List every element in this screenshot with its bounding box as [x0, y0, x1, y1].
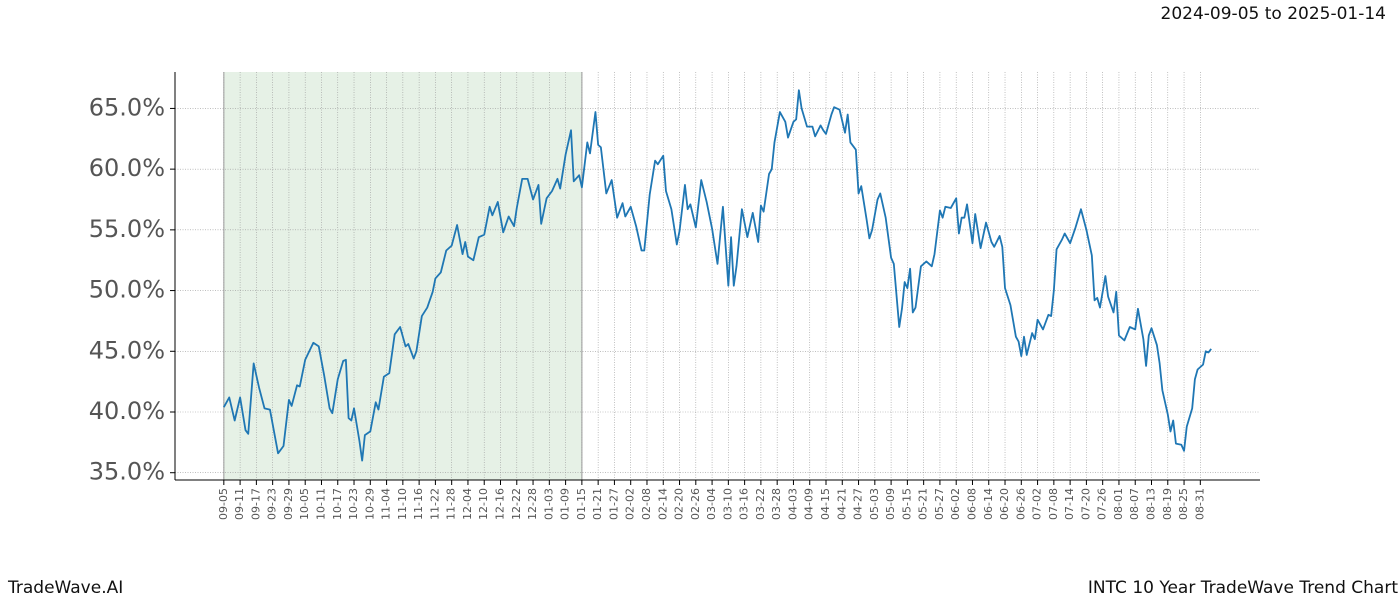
x-tick-label: 03-22 — [754, 488, 767, 520]
x-tick-label: 07-26 — [1096, 488, 1109, 520]
x-tick-label: 03-10 — [721, 488, 734, 520]
x-tick-label: 05-27 — [933, 488, 946, 520]
footer-right: INTC 10 Year TradeWave Trend Chart — [1088, 578, 1398, 598]
x-tick-label: 11-28 — [445, 488, 458, 520]
x-tick-label: 06-02 — [949, 488, 962, 520]
y-tick-label: 50.0% — [89, 276, 165, 304]
x-tick-label: 04-27 — [852, 488, 865, 520]
x-tick-label: 04-15 — [819, 488, 832, 520]
trend-line — [223, 89, 1212, 462]
x-tick-label: 06-26 — [1014, 488, 1027, 520]
x-tick-label: 09-11 — [233, 488, 246, 520]
x-tick-label: 03-28 — [770, 488, 783, 520]
x-tick-label: 09-17 — [249, 488, 262, 520]
x-tick-label: 02-14 — [656, 488, 669, 520]
x-tick-label: 12-22 — [510, 488, 523, 520]
x-tick-label: 01-09 — [559, 488, 572, 520]
y-tick-label: 60.0% — [89, 154, 165, 182]
x-tick-label: 08-25 — [1177, 488, 1190, 520]
y-tick-label: 55.0% — [89, 215, 165, 243]
y-tick-label: 35.0% — [89, 458, 165, 486]
x-tick-label: 01-03 — [542, 488, 555, 520]
x-tick-label: 08-01 — [1112, 488, 1125, 520]
x-tick-label: 04-21 — [835, 488, 848, 520]
x-tick-label: 07-02 — [1031, 488, 1044, 520]
x-tick-label: 09-29 — [282, 488, 295, 520]
x-tick-label: 10-11 — [314, 488, 327, 520]
x-tick-label: 04-03 — [786, 488, 799, 520]
x-tick-label: 12-16 — [494, 488, 507, 520]
x-tick-label: 07-14 — [1063, 488, 1076, 520]
x-tick-label: 06-14 — [982, 488, 995, 520]
x-tick-label: 06-20 — [998, 488, 1011, 520]
x-tick-label: 07-20 — [1079, 488, 1092, 520]
x-tick-label: 08-07 — [1128, 488, 1141, 520]
x-tick-label: 09-23 — [266, 488, 279, 520]
x-tick-label: 12-10 — [477, 488, 490, 520]
x-tick-label: 04-09 — [803, 488, 816, 520]
x-tick-label: 12-04 — [461, 488, 474, 520]
x-tick-label: 12-28 — [526, 488, 539, 520]
x-tick-label: 11-22 — [428, 488, 441, 520]
x-tick-label: 03-16 — [738, 488, 751, 520]
x-tick-label: 03-04 — [705, 488, 718, 520]
x-tick-label: 05-15 — [900, 488, 913, 520]
x-tick-label: 01-15 — [575, 488, 588, 520]
x-tick-label: 11-10 — [396, 488, 409, 520]
x-tick-label: 02-26 — [689, 488, 702, 520]
y-tick-label: 40.0% — [89, 397, 165, 425]
x-tick-label: 02-08 — [640, 488, 653, 520]
x-tick-label: 05-09 — [884, 488, 897, 520]
y-tick-label: 65.0% — [89, 93, 165, 121]
x-tick-label: 05-03 — [868, 488, 881, 520]
footer-left: TradeWave.AI — [7, 578, 123, 598]
x-tick-label: 11-16 — [412, 488, 425, 520]
y-tick-label: 45.0% — [89, 336, 165, 364]
x-tick-label: 02-02 — [624, 488, 637, 520]
x-tick-label: 08-31 — [1193, 488, 1206, 520]
chart-title: 2024-09-05 to 2025-01-14 — [1161, 4, 1386, 24]
x-tick-label: 10-29 — [363, 488, 376, 520]
x-tick-label: 09-05 — [217, 488, 230, 520]
x-tick-label: 01-27 — [607, 488, 620, 520]
x-tick-label: 08-13 — [1145, 488, 1158, 520]
x-tick-label: 01-21 — [591, 488, 604, 520]
x-tick-label: 10-23 — [347, 488, 360, 520]
x-tick-label: 05-21 — [917, 488, 930, 520]
shaded-region — [223, 72, 582, 480]
x-tick-label: 08-19 — [1161, 488, 1174, 520]
x-tick-label: 06-08 — [965, 488, 978, 520]
x-tick-label: 10-05 — [298, 488, 311, 520]
x-tick-label: 07-08 — [1047, 488, 1060, 520]
x-tick-label: 10-17 — [331, 488, 344, 520]
x-tick-label: 11-04 — [380, 488, 393, 520]
x-tick-label: 02-20 — [673, 488, 686, 520]
